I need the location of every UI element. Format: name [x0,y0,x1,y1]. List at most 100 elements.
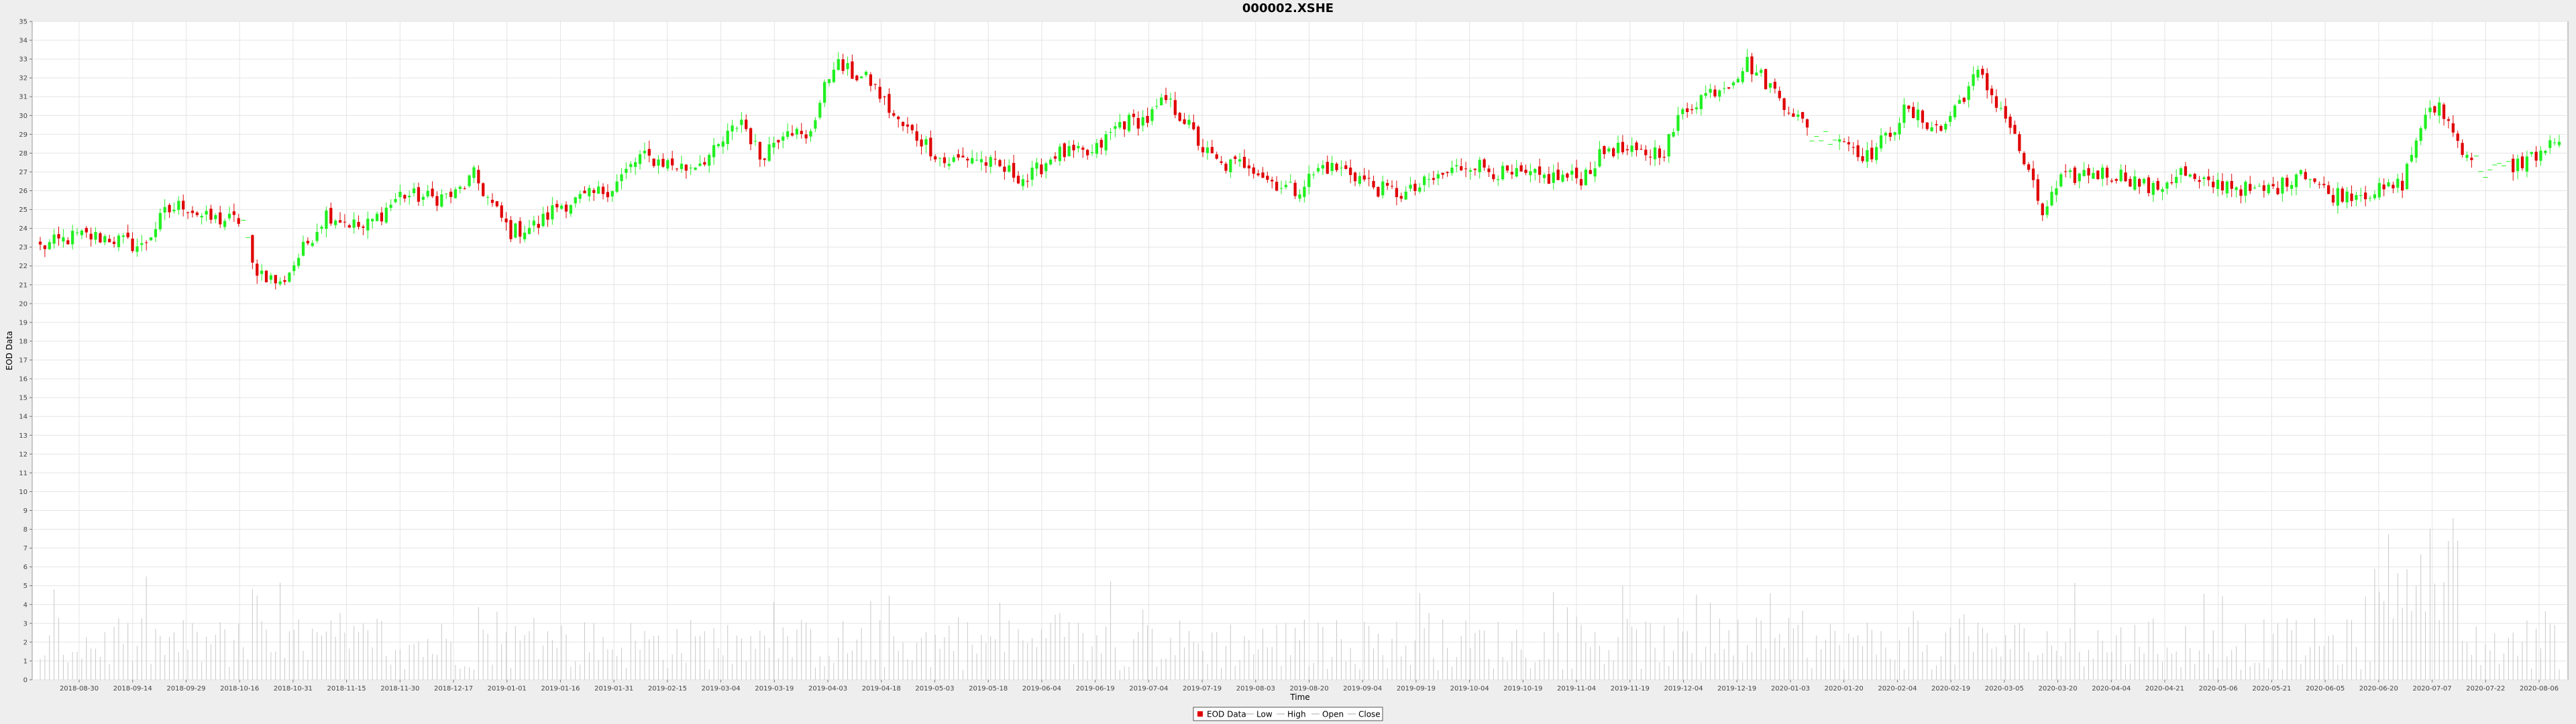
candle-body [1736,78,1739,82]
candle-body [2456,133,2459,141]
candle-body [2544,150,2547,154]
candle-body [2419,128,2422,141]
candle-body [1261,172,1265,178]
candle-body [1695,107,1699,109]
candle-body [1630,145,1633,152]
candle-body [1256,173,1260,176]
candle-body [1008,165,1011,172]
candle-body [306,241,310,243]
grid [32,21,2568,680]
candle-body [1699,95,1703,109]
candle-body [1003,166,1006,172]
candle-body [864,72,868,76]
candle-body [694,167,697,170]
candle-body [578,194,582,199]
candle-body [209,208,213,220]
candle-body [343,221,347,223]
candle-body [163,206,166,213]
candle-body [223,221,227,227]
candle-body [1561,174,1564,182]
candle-body [232,211,235,215]
candle-body [1160,97,1163,105]
candle-body [2267,184,2270,194]
candle-body [1164,95,1168,101]
candle-body [398,191,402,198]
candle-body [1303,186,1306,197]
candle-body [1515,168,1518,177]
candle-body [2110,180,2114,182]
candle-body [468,175,471,186]
candle-body [1086,149,1089,156]
y-axis: 0123456789101112131415161718192021222324… [19,19,32,684]
candle-body [103,236,107,243]
y-tick-label: 18 [19,338,28,345]
candle-body [1311,174,1316,176]
candle-body [1875,147,1878,160]
candle-body [1497,179,1500,180]
candle-body [1224,164,1228,171]
candle-body [1690,109,1694,111]
candle-body [1616,142,1620,154]
candle-body [1649,156,1652,158]
y-tick-label: 33 [19,56,28,64]
candle-body [394,198,397,202]
y-tick-label: 11 [19,470,28,477]
x-tick-label: 2020-06-05 [2306,685,2345,692]
candle-body [2299,170,2303,174]
candle-body [2147,177,2151,193]
candle-body [2138,179,2141,187]
candle-body [1575,168,1578,178]
candle-body [131,238,134,251]
legend-swatch [1197,711,1203,717]
candle-body [2451,123,2455,133]
candle-body [541,213,545,227]
candle-body [219,212,222,225]
candle-body [1861,156,1864,162]
candle-body [2082,170,2086,176]
candle-body [1099,139,1103,148]
candle-body [1487,168,1491,172]
x-axis: 2018-08-30 2018-09-14 2018-09-29 2018-10-16… [60,680,2559,692]
candle-body [804,134,808,139]
x-tick-label: 2019-09-04 [1343,685,1382,692]
y-tick-label: 27 [19,169,28,176]
candle-body [1760,70,1763,73]
candle-body [1552,172,1555,183]
candle-body [2244,182,2247,196]
candle-body [2387,182,2390,187]
y-tick-label: 16 [19,376,28,383]
candle-body [527,227,531,234]
candle-body [1104,134,1108,151]
candle-body [551,205,554,220]
candle-body [2377,182,2381,198]
candle-body [2018,134,2021,152]
y-tick-label: 6 [23,564,28,571]
y-tick-label: 12 [19,451,28,459]
candle-body [99,233,102,243]
candle-body [426,190,429,196]
candle-body [1192,122,1195,129]
x-tick-label: 2018-10-31 [274,685,313,692]
candle-body [1556,170,1560,180]
candle-body [901,121,905,127]
legend-item: High [1287,710,1306,719]
candle-body [523,233,527,239]
candle-body [172,209,176,212]
x-tick-label: 2019-01-01 [488,685,527,692]
x-tick-label: 2019-07-19 [1183,685,1222,692]
candle-body [869,74,873,86]
candle-body [1353,172,1357,182]
candle-body [1205,147,1210,154]
candle-body [1593,168,1597,177]
candle-body [149,237,153,241]
candle-body [472,167,476,178]
candle-body [329,208,333,224]
chart-title: 000002.XSHE [1242,1,1334,15]
candle-body [1178,113,1181,121]
candle-body [1866,149,1869,162]
x-tick-label: 2018-09-14 [113,685,152,692]
candle-body [352,219,356,228]
y-tick-label: 5 [23,583,28,590]
candle-body [1238,159,1242,162]
x-tick-label: 2019-07-04 [1129,685,1168,692]
